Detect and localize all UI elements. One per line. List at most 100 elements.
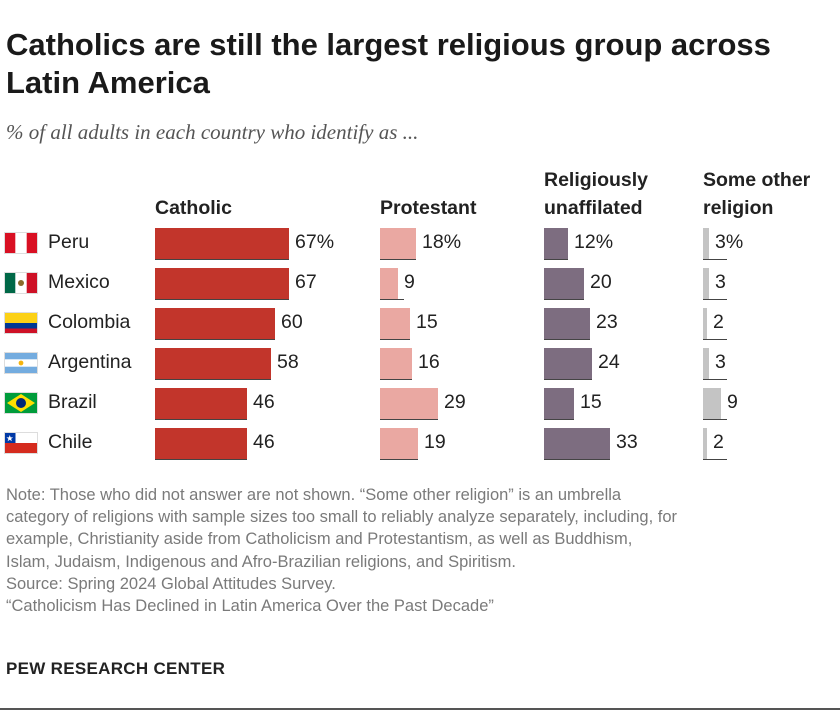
peru-flag-icon bbox=[4, 232, 38, 254]
colombia-flag-icon bbox=[4, 312, 38, 334]
note-line: Note: Those who did not answer are not s… bbox=[6, 486, 622, 504]
row-chile: Chile 46 19 33 2 bbox=[0, 423, 840, 463]
value-label-other: 3 bbox=[715, 351, 726, 373]
value-label-protestant: 18% bbox=[422, 231, 462, 253]
bar-unaffiliated-mexico bbox=[544, 268, 584, 299]
bar-baseline bbox=[544, 259, 568, 260]
bar-baseline bbox=[703, 379, 727, 380]
bar-other-mexico bbox=[703, 268, 709, 299]
bar-baseline bbox=[155, 339, 275, 340]
value-label-unaffiliated: 20 bbox=[590, 271, 612, 293]
value-label-other: 2 bbox=[713, 311, 724, 333]
chart-title: Catholics are still the largest religiou… bbox=[6, 27, 771, 100]
value-label-catholic: 46 bbox=[253, 391, 275, 413]
bar-baseline bbox=[380, 419, 438, 420]
bar-other-peru bbox=[703, 228, 709, 259]
note-line: example, Christianity aside from Catholi… bbox=[6, 530, 633, 549]
bar-unaffiliated-argentina bbox=[544, 348, 592, 379]
column-header-catholic: Catholic bbox=[155, 194, 232, 222]
value-label-protestant: 29 bbox=[444, 391, 466, 413]
value-label-unaffiliated: 24 bbox=[598, 351, 620, 373]
country-label: Peru bbox=[48, 231, 90, 253]
column-header-unaffiliated: Religiously unaffilated bbox=[544, 166, 648, 222]
value-label-other: 3% bbox=[715, 231, 744, 253]
chile-flag-icon bbox=[4, 432, 38, 454]
bar-protestant-chile bbox=[380, 428, 418, 459]
bar-baseline bbox=[544, 419, 574, 420]
bar-baseline bbox=[155, 379, 271, 380]
note-line: category of religions with sample sizes … bbox=[6, 508, 678, 527]
report-title-line: “Catholicism Has Declined in Latin Ameri… bbox=[6, 597, 494, 616]
column-header-line: unaffilated bbox=[544, 197, 643, 219]
column-header-line: Some other bbox=[703, 169, 811, 191]
column-header-line: religion bbox=[703, 197, 774, 219]
chart-subtitle: % of all adults in each country who iden… bbox=[6, 120, 419, 144]
mexico-flag-icon bbox=[4, 272, 38, 294]
column-header-line: Religiously bbox=[544, 169, 649, 191]
bar-baseline bbox=[155, 259, 289, 260]
value-label-protestant: 19 bbox=[424, 431, 446, 453]
value-label-protestant: 9 bbox=[404, 271, 415, 293]
value-label-unaffiliated: 15 bbox=[580, 391, 602, 413]
value-label-unaffiliated: 12% bbox=[574, 231, 614, 253]
value-label-protestant: 15 bbox=[416, 311, 438, 333]
bar-baseline bbox=[544, 339, 590, 340]
bar-baseline bbox=[703, 339, 727, 340]
column-header-protestant: Protestant bbox=[380, 194, 476, 222]
bar-protestant-argentina bbox=[380, 348, 412, 379]
bar-baseline bbox=[380, 299, 404, 300]
bar-baseline bbox=[544, 379, 592, 380]
country-label: Colombia bbox=[48, 311, 131, 333]
bar-catholic-argentina bbox=[155, 348, 271, 379]
note-line: Islam, Judaism, Indigenous and Afro-Braz… bbox=[6, 552, 516, 571]
country-label: Chile bbox=[48, 431, 93, 453]
bar-other-chile bbox=[703, 428, 707, 459]
bar-baseline bbox=[703, 299, 727, 300]
bar-catholic-chile bbox=[155, 428, 247, 459]
bar-baseline bbox=[155, 419, 247, 420]
value-label-catholic: 58 bbox=[277, 351, 299, 373]
value-label-protestant: 16 bbox=[418, 351, 440, 373]
column-header-line: Protestant bbox=[380, 197, 477, 219]
bar-protestant-peru bbox=[380, 228, 416, 259]
value-label-other: 2 bbox=[713, 431, 724, 453]
chart-note: Note: Those who did not answer are not s… bbox=[6, 484, 828, 617]
row-argentina: Argentina 58 16 24 3 bbox=[0, 343, 840, 383]
bar-baseline bbox=[703, 259, 727, 260]
bar-unaffiliated-colombia bbox=[544, 308, 590, 339]
bar-unaffiliated-brazil bbox=[544, 388, 574, 419]
bar-baseline bbox=[380, 379, 412, 380]
row-brazil: Brazil 46 29 15 9 bbox=[0, 383, 840, 423]
bar-baseline bbox=[703, 419, 727, 420]
source-line: Source: Spring 2024 Global Attitudes Sur… bbox=[6, 574, 336, 593]
bar-baseline bbox=[380, 339, 410, 340]
bar-baseline bbox=[380, 459, 418, 460]
brazil-flag-icon bbox=[4, 392, 38, 414]
value-label-catholic: 67 bbox=[295, 271, 317, 293]
bar-protestant-colombia bbox=[380, 308, 410, 339]
bar-other-colombia bbox=[703, 308, 707, 339]
bar-baseline bbox=[544, 459, 610, 460]
bar-baseline bbox=[155, 299, 289, 300]
bar-other-brazil bbox=[703, 388, 721, 419]
column-header-line: Catholic bbox=[155, 197, 232, 219]
value-label-unaffiliated: 23 bbox=[596, 311, 618, 333]
pew-research-center-logo: PEW RESEARCH CENTER bbox=[6, 659, 226, 678]
bar-unaffiliated-peru bbox=[544, 228, 568, 259]
bar-baseline bbox=[544, 299, 584, 300]
bar-catholic-brazil bbox=[155, 388, 247, 419]
row-colombia: Colombia 60 15 23 2 bbox=[0, 303, 840, 343]
bar-baseline bbox=[155, 459, 247, 460]
bar-other-argentina bbox=[703, 348, 709, 379]
bar-catholic-mexico bbox=[155, 268, 289, 299]
country-label: Brazil bbox=[48, 391, 97, 413]
country-label: Mexico bbox=[48, 271, 110, 293]
bar-protestant-mexico bbox=[380, 268, 398, 299]
bar-protestant-brazil bbox=[380, 388, 438, 419]
row-mexico: Mexico 67 9 20 3 bbox=[0, 263, 840, 303]
bar-baseline bbox=[380, 259, 416, 260]
value-label-catholic: 67% bbox=[295, 231, 335, 253]
bar-baseline bbox=[703, 459, 727, 460]
value-label-catholic: 60 bbox=[281, 311, 303, 333]
argentina-flag-icon bbox=[4, 352, 38, 374]
